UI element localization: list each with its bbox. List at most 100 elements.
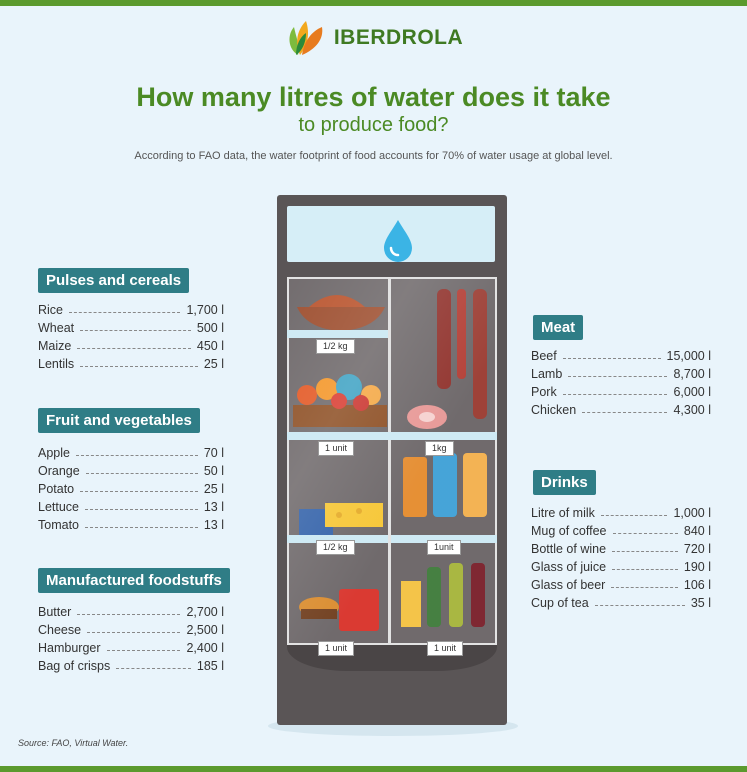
item-value: 70 l <box>203 446 224 460</box>
fruit-list: Apple 70 l Orange 50 l Potato 25 l Lettuce 13 l… <box>38 444 224 534</box>
butter-cheese-illustration <box>299 503 383 535</box>
manufactured-list: Butter 2,700 l Cheese 2,500 l Hamburger 2,400… <box>38 603 224 675</box>
item-label: Bag of crisps <box>38 659 111 673</box>
list-item: Apple 70 l <box>38 444 224 462</box>
dotted-leader <box>116 667 191 669</box>
item-label: Cheese <box>38 623 82 637</box>
item-label: Lettuce <box>38 500 80 514</box>
list-item: Glass of beer 106 l <box>531 576 711 594</box>
list-item: Pork 6,000 l <box>531 383 711 401</box>
dotted-leader <box>75 454 198 456</box>
item-label: Maize <box>38 339 72 353</box>
item-label: Lamb <box>531 367 563 381</box>
item-value: 25 l <box>203 482 224 496</box>
dotted-leader <box>600 514 668 516</box>
category-fruit-title: Fruit and vegetables <box>38 408 200 433</box>
item-label: Glass of juice <box>531 560 607 574</box>
category-meat-title: Meat <box>533 315 584 340</box>
item-value: 15,000 l <box>666 349 711 363</box>
list-item: Lamb 8,700 l <box>531 365 711 383</box>
shelf-right-3 <box>391 535 497 543</box>
page-title: How many litres of water does it take <box>136 82 611 112</box>
leaf-logo-icon <box>289 21 323 55</box>
item-value: 25 l <box>203 357 224 371</box>
brand-logo: IBERDROLA <box>0 18 747 58</box>
dotted-leader <box>80 490 198 492</box>
page-subtitle: to produce food? <box>298 114 449 136</box>
dotted-leader <box>85 508 198 510</box>
water-drop-icon <box>384 220 412 262</box>
category-pulses-title: Pulses and cereals <box>38 268 190 293</box>
list-item: Chicken 4,300 l <box>531 401 711 419</box>
shelf-middle <box>287 432 497 440</box>
dotted-leader <box>106 649 181 651</box>
dotted-leader <box>612 568 678 570</box>
tag-meat: 1kg <box>425 441 454 456</box>
item-value: 13 l <box>203 500 224 514</box>
list-item: Cheese 2,500 l <box>38 621 224 639</box>
list-item: Wheat 500 l <box>38 319 224 337</box>
shelf-left-1 <box>287 330 388 338</box>
item-label: Tomato <box>38 518 79 532</box>
meat-list: Beef 15,000 l Lamb 8,700 l Pork 6,000 l Chicke… <box>531 347 711 419</box>
dotted-leader <box>77 613 181 615</box>
item-label: Pork <box>531 385 557 399</box>
burger-crisps-illustration <box>299 589 379 631</box>
tag-drinks: 1 unit <box>427 641 464 656</box>
dotted-leader <box>80 329 191 331</box>
dotted-leader <box>562 357 661 359</box>
item-value: 2,400 l <box>186 641 224 655</box>
lentils-bowl-illustration <box>297 295 385 331</box>
item-label: Bottle of wine <box>531 542 607 556</box>
meat-cut-illustration <box>407 405 447 429</box>
item-label: Glass of beer <box>531 578 606 592</box>
tag-bottles: 1unit <box>427 540 461 555</box>
category-drinks-title: Drinks <box>533 470 596 495</box>
list-item: Orange 50 l <box>38 462 224 480</box>
item-value: 13 l <box>203 518 224 532</box>
item-label: Potato <box>38 482 75 496</box>
dotted-leader <box>611 586 678 588</box>
bottles-illustration <box>403 453 487 517</box>
category-manufactured-title: Manufactured foodstuffs <box>38 568 230 593</box>
item-value: 4,300 l <box>673 403 711 417</box>
item-label: Apple <box>38 446 70 460</box>
item-value: 1,700 l <box>186 303 224 317</box>
list-item: Rice 1,700 l <box>38 301 224 319</box>
item-label: Mug of coffee <box>531 524 607 538</box>
fridge-glass-door <box>287 277 497 645</box>
dotted-leader <box>612 532 678 534</box>
item-label: Wheat <box>38 321 75 335</box>
dotted-leader <box>562 393 668 395</box>
item-value: 500 l <box>196 321 224 335</box>
item-label: Hamburger <box>38 641 101 655</box>
item-label: Chicken <box>531 403 577 417</box>
shelf-left-3 <box>287 535 388 543</box>
item-value: 8,700 l <box>673 367 711 381</box>
fridge-foods <box>293 289 487 631</box>
item-value: 450 l <box>196 339 224 353</box>
dotted-leader <box>80 365 198 367</box>
item-value: 720 l <box>683 542 711 556</box>
item-value: 2,700 l <box>186 605 224 619</box>
dotted-leader <box>582 411 668 413</box>
fridge-top-panel <box>287 206 495 262</box>
list-item: Tomato 13 l <box>38 516 224 534</box>
list-item: Lettuce 13 l <box>38 498 224 516</box>
item-value: 6,000 l <box>673 385 711 399</box>
fridge-divider <box>388 277 391 645</box>
drinks-illustration <box>401 563 485 627</box>
dotted-leader <box>594 604 685 606</box>
item-value: 50 l <box>203 464 224 478</box>
list-item: Lentils 25 l <box>38 355 224 373</box>
top-bar <box>0 0 747 6</box>
list-item: Bottle of wine 720 l <box>531 540 711 558</box>
item-value: 106 l <box>683 578 711 592</box>
list-item: Butter 2,700 l <box>38 603 224 621</box>
list-item: Litre of milk 1,000 l <box>531 504 711 522</box>
dotted-leader <box>85 526 198 528</box>
list-item: Hamburger 2,400 l <box>38 639 224 657</box>
item-label: Rice <box>38 303 64 317</box>
item-value: 2,500 l <box>186 623 224 637</box>
item-label: Beef <box>531 349 557 363</box>
